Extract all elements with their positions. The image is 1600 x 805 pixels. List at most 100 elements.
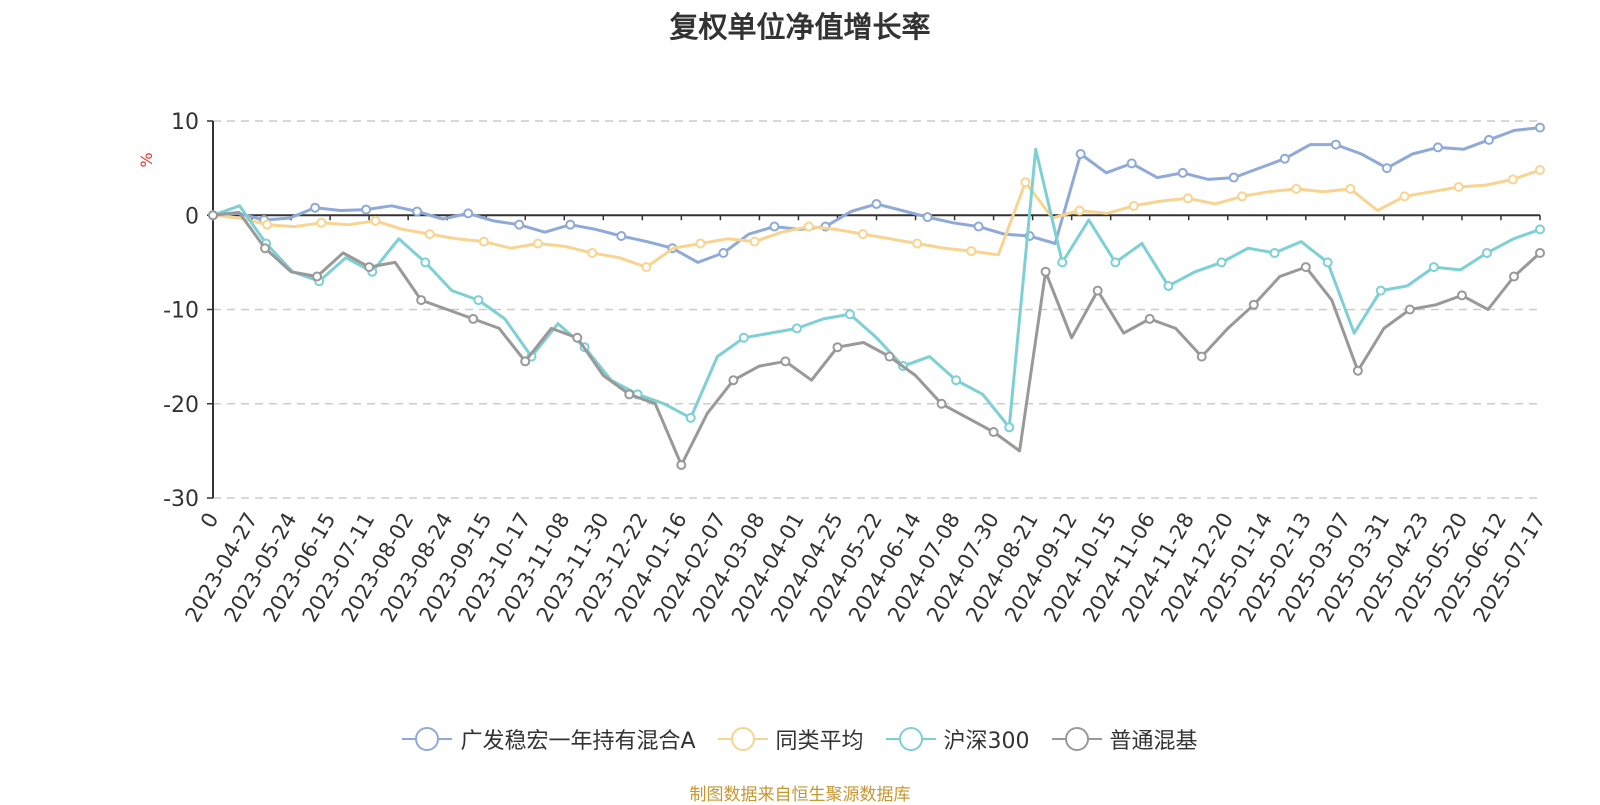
y-axis-label: % <box>137 152 156 167</box>
legend-swatch-icon <box>885 727 936 751</box>
data-point <box>1535 122 1545 133</box>
data-point <box>1345 183 1356 194</box>
data-point <box>316 217 327 228</box>
data-point <box>1040 266 1051 277</box>
data-point <box>1216 257 1227 268</box>
x-tick-label: 0 <box>196 509 223 533</box>
data-point <box>728 375 739 386</box>
legend-item[interactable]: 普通混基 <box>1051 723 1198 755</box>
axis-layer: 100-10-20-3002023-04-272023-05-242023-06… <box>163 110 1550 626</box>
data-point <box>1535 247 1545 258</box>
data-point <box>749 236 760 247</box>
legend-item[interactable]: 广发稳宏一年持有混合A <box>402 723 696 755</box>
series-line <box>212 210 1542 467</box>
legend-swatch-icon <box>1051 727 1102 751</box>
data-point <box>1507 174 1518 185</box>
data-point <box>424 229 435 240</box>
data-point <box>310 202 321 213</box>
data-point <box>1456 290 1467 301</box>
data-point <box>1196 351 1207 362</box>
data-point <box>1481 247 1492 258</box>
series-line <box>212 147 1541 429</box>
data-point <box>420 257 431 268</box>
data-point <box>1432 142 1443 153</box>
data-point <box>416 295 427 306</box>
legend-item[interactable]: 同类平均 <box>717 723 864 755</box>
legend-label: 普通混基 <box>1109 729 1198 754</box>
legend-swatch-icon <box>402 727 453 751</box>
data-point <box>1453 181 1464 192</box>
data-point <box>1483 134 1494 145</box>
data-point <box>1020 177 1031 188</box>
legend-label: 同类平均 <box>775 729 864 754</box>
data-point <box>260 243 271 254</box>
legend-item[interactable]: 沪深300 <box>885 723 1030 755</box>
series-layer <box>208 122 1545 471</box>
data-point <box>695 238 706 249</box>
grid-layer <box>213 120 1540 499</box>
data-point <box>262 219 273 230</box>
legend: 广发稳宏一年持有混合A 同类平均 沪深300 普通混基 <box>0 723 1600 755</box>
data-point <box>1404 304 1415 315</box>
data-point <box>1375 285 1386 296</box>
data-point <box>473 295 484 306</box>
data-point <box>1237 191 1248 202</box>
data-point <box>1228 172 1239 183</box>
legend-label: 广发稳宏一年持有混合A <box>460 729 696 754</box>
data-point <box>364 262 375 273</box>
data-point <box>676 460 687 471</box>
data-point <box>718 247 729 258</box>
series-line <box>212 126 1541 264</box>
data-point <box>1092 285 1103 296</box>
data-point <box>514 219 525 230</box>
data-point <box>871 198 882 209</box>
data-point <box>478 236 489 247</box>
data-point <box>912 238 923 249</box>
legend-label: 沪深300 <box>943 729 1030 754</box>
data-point <box>641 262 652 273</box>
y-tick-label: -20 <box>163 393 199 418</box>
data-point <box>832 342 843 353</box>
data-point <box>1381 163 1392 174</box>
data-point <box>1004 422 1015 433</box>
data-point <box>312 271 323 282</box>
data-point <box>616 230 627 241</box>
data-point <box>1269 247 1280 258</box>
data-point <box>520 356 531 367</box>
data-point <box>587 247 598 258</box>
data-point <box>208 210 218 221</box>
data-point <box>791 323 802 334</box>
data-point <box>1177 167 1188 178</box>
data-point <box>1248 299 1259 310</box>
data-point <box>1508 271 1519 282</box>
data-point <box>1110 257 1121 268</box>
data-point <box>1144 313 1155 324</box>
data-point <box>936 398 947 409</box>
data-point <box>1126 158 1137 169</box>
data-point <box>1057 257 1068 268</box>
data-point <box>1074 205 1085 216</box>
data-point <box>361 204 372 215</box>
data-point <box>1075 148 1086 159</box>
data-point <box>1330 139 1341 150</box>
data-point <box>412 206 423 217</box>
data-point <box>685 412 696 423</box>
data-point <box>1322 257 1333 268</box>
data-point <box>844 309 855 320</box>
data-point <box>738 332 749 343</box>
data-point <box>565 219 576 230</box>
data-point <box>1535 224 1545 235</box>
data-point <box>1399 191 1410 202</box>
data-point <box>1291 183 1302 194</box>
data-point <box>780 356 791 367</box>
data-point <box>922 212 933 223</box>
data-point <box>966 246 977 257</box>
data-point <box>951 375 962 386</box>
data-point <box>572 332 583 343</box>
data-point <box>803 221 814 232</box>
y-tick-label: 10 <box>171 110 199 135</box>
data-point <box>1128 200 1139 211</box>
y-tick-label: 0 <box>185 204 199 229</box>
data-point <box>1535 165 1545 176</box>
